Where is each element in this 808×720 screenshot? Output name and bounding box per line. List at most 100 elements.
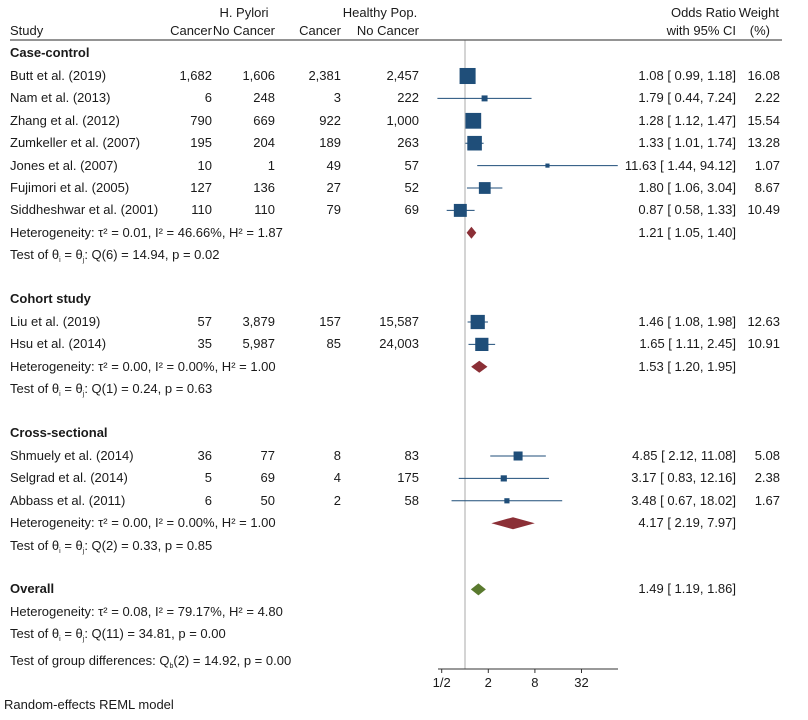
study-name: Liu et al. (2019) (10, 314, 101, 329)
hc-nocancer-value: 69 (404, 202, 419, 218)
header-group1: H. Pylori (219, 5, 269, 20)
hp-nocancer-value: 5,987 (242, 336, 275, 352)
header-hp-cancer: Cancer (170, 23, 212, 38)
x-tick-label: 2 (484, 675, 492, 690)
hc-cancer-value: 2 (333, 492, 341, 508)
odds-ratio-ci: 1.80 [ 1.06, 3.04] (638, 180, 736, 195)
weight-value: 16.08 (747, 68, 780, 83)
weight-value: 1.07 (754, 157, 780, 173)
subgroup-heterogeneity: Heterogeneity: τ² = 0.01, I² = 46.66%, H… (10, 224, 283, 240)
study-marker (504, 498, 510, 504)
subgroup-diamond (471, 360, 488, 373)
weight-value: 2.22 (754, 90, 780, 106)
subgroup-diamond (491, 517, 535, 530)
footnote: Random-effects REML model (4, 697, 174, 712)
hp-nocancer-value: 77 (260, 448, 275, 463)
study-marker (465, 112, 482, 129)
study-name: Nam et al. (2013) (10, 90, 111, 106)
odds-ratio-ci: 1.33 [ 1.01, 1.74] (638, 135, 736, 151)
hp-nocancer-value: 110 (254, 202, 275, 218)
hc-nocancer-value: 2,457 (386, 68, 419, 83)
hc-nocancer-value: 263 (397, 135, 419, 151)
study-name: Hsu et al. (2014) (10, 336, 107, 352)
odds-ratio-ci: 0.87 [ 0.58, 1.33] (638, 202, 736, 218)
header-weight-line1: Weight (738, 5, 779, 20)
hp-cancer-value: 10 (197, 157, 212, 173)
overall-heterogeneity: Heterogeneity: τ² = 0.08, I² = 79.17%, H… (10, 603, 283, 619)
hp-nocancer-value: 69 (260, 470, 275, 486)
hc-cancer-value: 157 (319, 314, 341, 329)
hp-nocancer-value: 136 (253, 180, 275, 195)
hc-cancer-value: 4 (333, 470, 341, 486)
subgroup-diamond (466, 226, 477, 239)
hc-cancer-value: 922 (319, 112, 341, 128)
hc-cancer-value: 2,381 (308, 68, 341, 83)
study-marker (513, 451, 523, 461)
odds-ratio-ci: 4.85 [ 2.12, 11.08] (632, 448, 736, 463)
weight-value: 1.67 (754, 492, 780, 508)
study-marker (453, 203, 467, 217)
hc-cancer-value: 79 (326, 202, 341, 218)
hc-cancer-value: 8 (333, 448, 341, 463)
study-name: Zumkeller et al. (2007) (10, 135, 141, 151)
hp-nocancer-value: 3,879 (242, 314, 275, 329)
weight-value: 2.38 (754, 470, 780, 486)
study-marker (478, 182, 491, 194)
hc-nocancer-value: 1,000 (386, 112, 419, 128)
overall-ci: 1.49 [ 1.19, 1.86] (638, 581, 736, 597)
hp-cancer-value: 195 (190, 135, 212, 151)
study-marker (481, 95, 488, 102)
study-name: Zhang et al. (2012) (10, 112, 120, 128)
odds-ratio-ci: 3.17 [ 0.83, 12.16] (631, 470, 736, 486)
hp-cancer-value: 35 (197, 336, 212, 352)
weight-value: 10.91 (747, 336, 780, 352)
hp-nocancer-value: 1 (267, 157, 275, 173)
hc-cancer-value: 3 (333, 90, 341, 106)
header-hc-nocancer: No Cancer (356, 23, 419, 38)
hp-cancer-value: 36 (197, 448, 212, 463)
x-tick-label: 32 (574, 675, 589, 690)
header-study: Study (10, 23, 44, 38)
study-marker (467, 135, 482, 151)
hc-cancer-value: 85 (326, 336, 341, 352)
subgroup-homogeneity-test: Test of θi = θj: Q(2) = 0.33, p = 0.85 (10, 537, 213, 555)
hc-nocancer-value: 222 (397, 90, 419, 106)
hc-nocancer-value: 57 (404, 157, 419, 173)
hp-nocancer-value: 669 (253, 112, 275, 128)
hp-cancer-value: 1,682 (179, 68, 212, 83)
subgroup-homogeneity-test: Test of θi = θj: Q(1) = 0.24, p = 0.63 (10, 381, 213, 399)
hp-cancer-value: 6 (204, 492, 212, 508)
hp-cancer-value: 127 (190, 180, 212, 195)
x-tick-label: 1/2 (432, 675, 451, 690)
hp-nocancer-value: 204 (253, 135, 275, 151)
hc-nocancer-value: 175 (397, 470, 419, 486)
weight-value: 8.67 (754, 180, 780, 195)
study-marker (470, 314, 485, 330)
study-name: Fujimori et al. (2005) (10, 180, 130, 195)
study-marker (459, 67, 476, 85)
hp-cancer-value: 110 (191, 202, 212, 218)
study-name: Selgrad et al. (2014) (10, 470, 128, 486)
hp-cancer-value: 5 (204, 470, 212, 486)
subgroup-pooled-ci: 1.21 [ 1.05, 1.40] (638, 224, 736, 240)
study-name: Jones et al. (2007) (10, 157, 118, 173)
hp-nocancer-value: 1,606 (242, 68, 275, 83)
hp-cancer-value: 6 (204, 90, 212, 106)
odds-ratio-ci: 1.65 [ 1.11, 2.45] (639, 336, 736, 352)
hc-nocancer-value: 15,587 (379, 314, 419, 329)
odds-ratio-ci: 1.79 [ 0.44, 7.24] (638, 90, 736, 106)
subgroup-pooled-ci: 4.17 [ 2.19, 7.97] (638, 515, 736, 531)
hc-nocancer-value: 52 (404, 180, 419, 195)
weight-value: 12.63 (747, 314, 780, 329)
study-name: Abbass et al. (2011) (10, 492, 126, 508)
hc-cancer-value: 189 (319, 135, 341, 151)
header-hc-cancer: Cancer (299, 23, 341, 38)
overall-diamond (470, 583, 486, 596)
overall-title: Overall (10, 581, 55, 597)
odds-ratio-ci: 1.46 [ 1.08, 1.98] (638, 314, 736, 329)
subgroup-pooled-ci: 1.53 [ 1.20, 1.95] (638, 358, 736, 374)
study-marker (475, 337, 489, 352)
overall-homogeneity-test: Test of θi = θj: Q(11) = 34.81, p = 0.00 (10, 626, 226, 644)
study-name: Shmuely et al. (2014) (10, 448, 134, 463)
study-name: Siddheshwar et al. (2001) (10, 202, 159, 218)
